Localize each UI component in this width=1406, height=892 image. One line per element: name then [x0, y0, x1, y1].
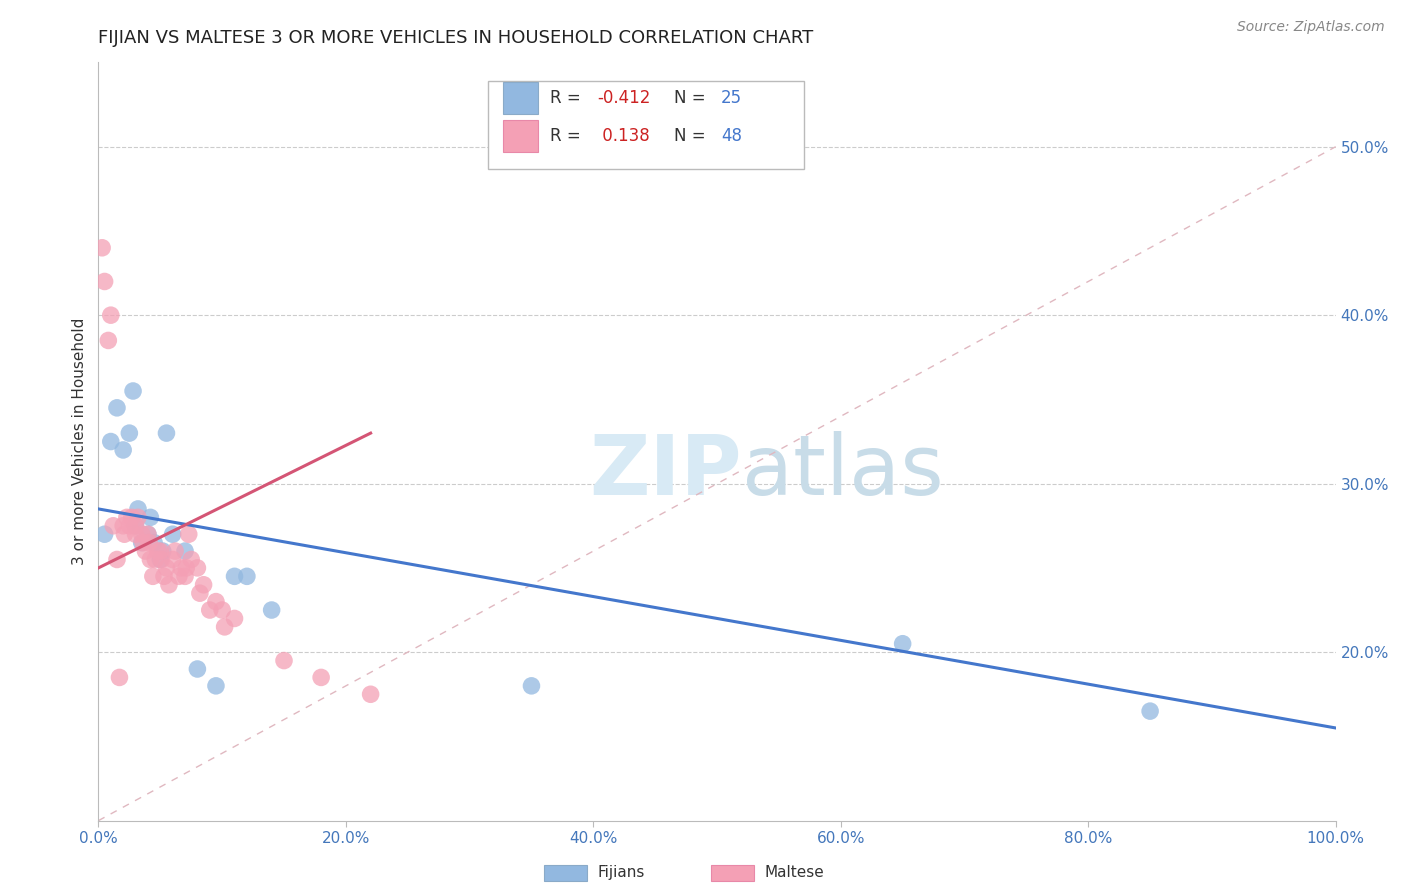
Point	[112, 527, 135, 541]
Point	[100, 434, 122, 449]
Point	[124, 518, 146, 533]
Point	[136, 527, 159, 541]
Text: N =: N =	[673, 127, 710, 145]
Point	[118, 426, 141, 441]
Point	[170, 561, 193, 575]
Point	[167, 569, 190, 583]
Point	[124, 518, 146, 533]
Point	[122, 384, 145, 398]
Point	[260, 603, 283, 617]
Point	[149, 552, 172, 566]
Point	[112, 442, 135, 457]
Point	[131, 535, 153, 549]
Text: R =: R =	[550, 89, 586, 107]
Point	[162, 527, 184, 541]
Point	[155, 561, 177, 575]
Bar	[488, 81, 804, 169]
Text: Fijians: Fijians	[598, 865, 644, 880]
Point	[309, 670, 332, 684]
Point	[149, 544, 172, 558]
Point	[180, 552, 202, 566]
Point	[186, 662, 208, 676]
Text: -0.412: -0.412	[598, 89, 651, 107]
Point	[121, 510, 143, 524]
Point	[134, 544, 156, 558]
Bar	[503, 120, 537, 152]
Point	[224, 569, 246, 583]
Point	[520, 679, 543, 693]
Point	[93, 275, 115, 289]
Point	[103, 518, 125, 533]
Point	[155, 426, 177, 441]
Point	[139, 510, 162, 524]
Point	[205, 679, 228, 693]
Point	[165, 544, 187, 558]
Point	[91, 241, 114, 255]
Point	[174, 569, 197, 583]
Point	[174, 544, 197, 558]
Point	[273, 654, 295, 668]
Text: 25: 25	[721, 89, 742, 107]
Text: Source: ZipAtlas.com: Source: ZipAtlas.com	[1237, 20, 1385, 34]
Point	[186, 561, 208, 575]
Text: 48: 48	[721, 127, 742, 145]
Point	[97, 334, 120, 348]
Point	[162, 552, 184, 566]
Point	[142, 569, 165, 583]
Point	[214, 620, 236, 634]
Point	[93, 527, 115, 541]
Point	[131, 527, 153, 541]
Bar	[711, 864, 754, 881]
Y-axis label: 3 or more Vehicles in Household: 3 or more Vehicles in Household	[72, 318, 87, 566]
Text: atlas: atlas	[742, 432, 943, 512]
Text: 0.138: 0.138	[598, 127, 650, 145]
Point	[177, 527, 200, 541]
Point	[132, 535, 155, 549]
Point	[127, 502, 149, 516]
Point	[211, 603, 233, 617]
Point	[174, 561, 197, 575]
Point	[1139, 704, 1161, 718]
Point	[118, 518, 141, 533]
Text: Maltese: Maltese	[763, 865, 824, 880]
Point	[153, 569, 176, 583]
Point	[112, 518, 135, 533]
Point	[152, 544, 174, 558]
Point	[891, 637, 914, 651]
Point	[188, 586, 211, 600]
Point	[193, 578, 215, 592]
Bar	[503, 82, 537, 114]
Text: ZIP: ZIP	[589, 432, 742, 512]
Point	[138, 535, 160, 549]
Bar	[544, 864, 588, 881]
Point	[224, 611, 246, 625]
Point	[157, 578, 180, 592]
Text: N =: N =	[673, 89, 710, 107]
Text: FIJIAN VS MALTESE 3 OR MORE VEHICLES IN HOUSEHOLD CORRELATION CHART: FIJIAN VS MALTESE 3 OR MORE VEHICLES IN …	[98, 29, 814, 47]
Point	[150, 552, 173, 566]
Point	[143, 535, 166, 549]
Text: R =: R =	[550, 127, 586, 145]
Point	[115, 510, 138, 524]
Point	[127, 510, 149, 524]
Point	[139, 552, 162, 566]
Point	[136, 527, 159, 541]
Point	[105, 401, 128, 415]
Point	[236, 569, 259, 583]
Point	[124, 527, 146, 541]
Point	[198, 603, 221, 617]
Point	[146, 544, 169, 558]
Point	[108, 670, 131, 684]
Point	[205, 594, 228, 608]
Point	[360, 687, 382, 701]
Point	[100, 308, 122, 322]
Point	[143, 552, 166, 566]
Point	[105, 552, 128, 566]
